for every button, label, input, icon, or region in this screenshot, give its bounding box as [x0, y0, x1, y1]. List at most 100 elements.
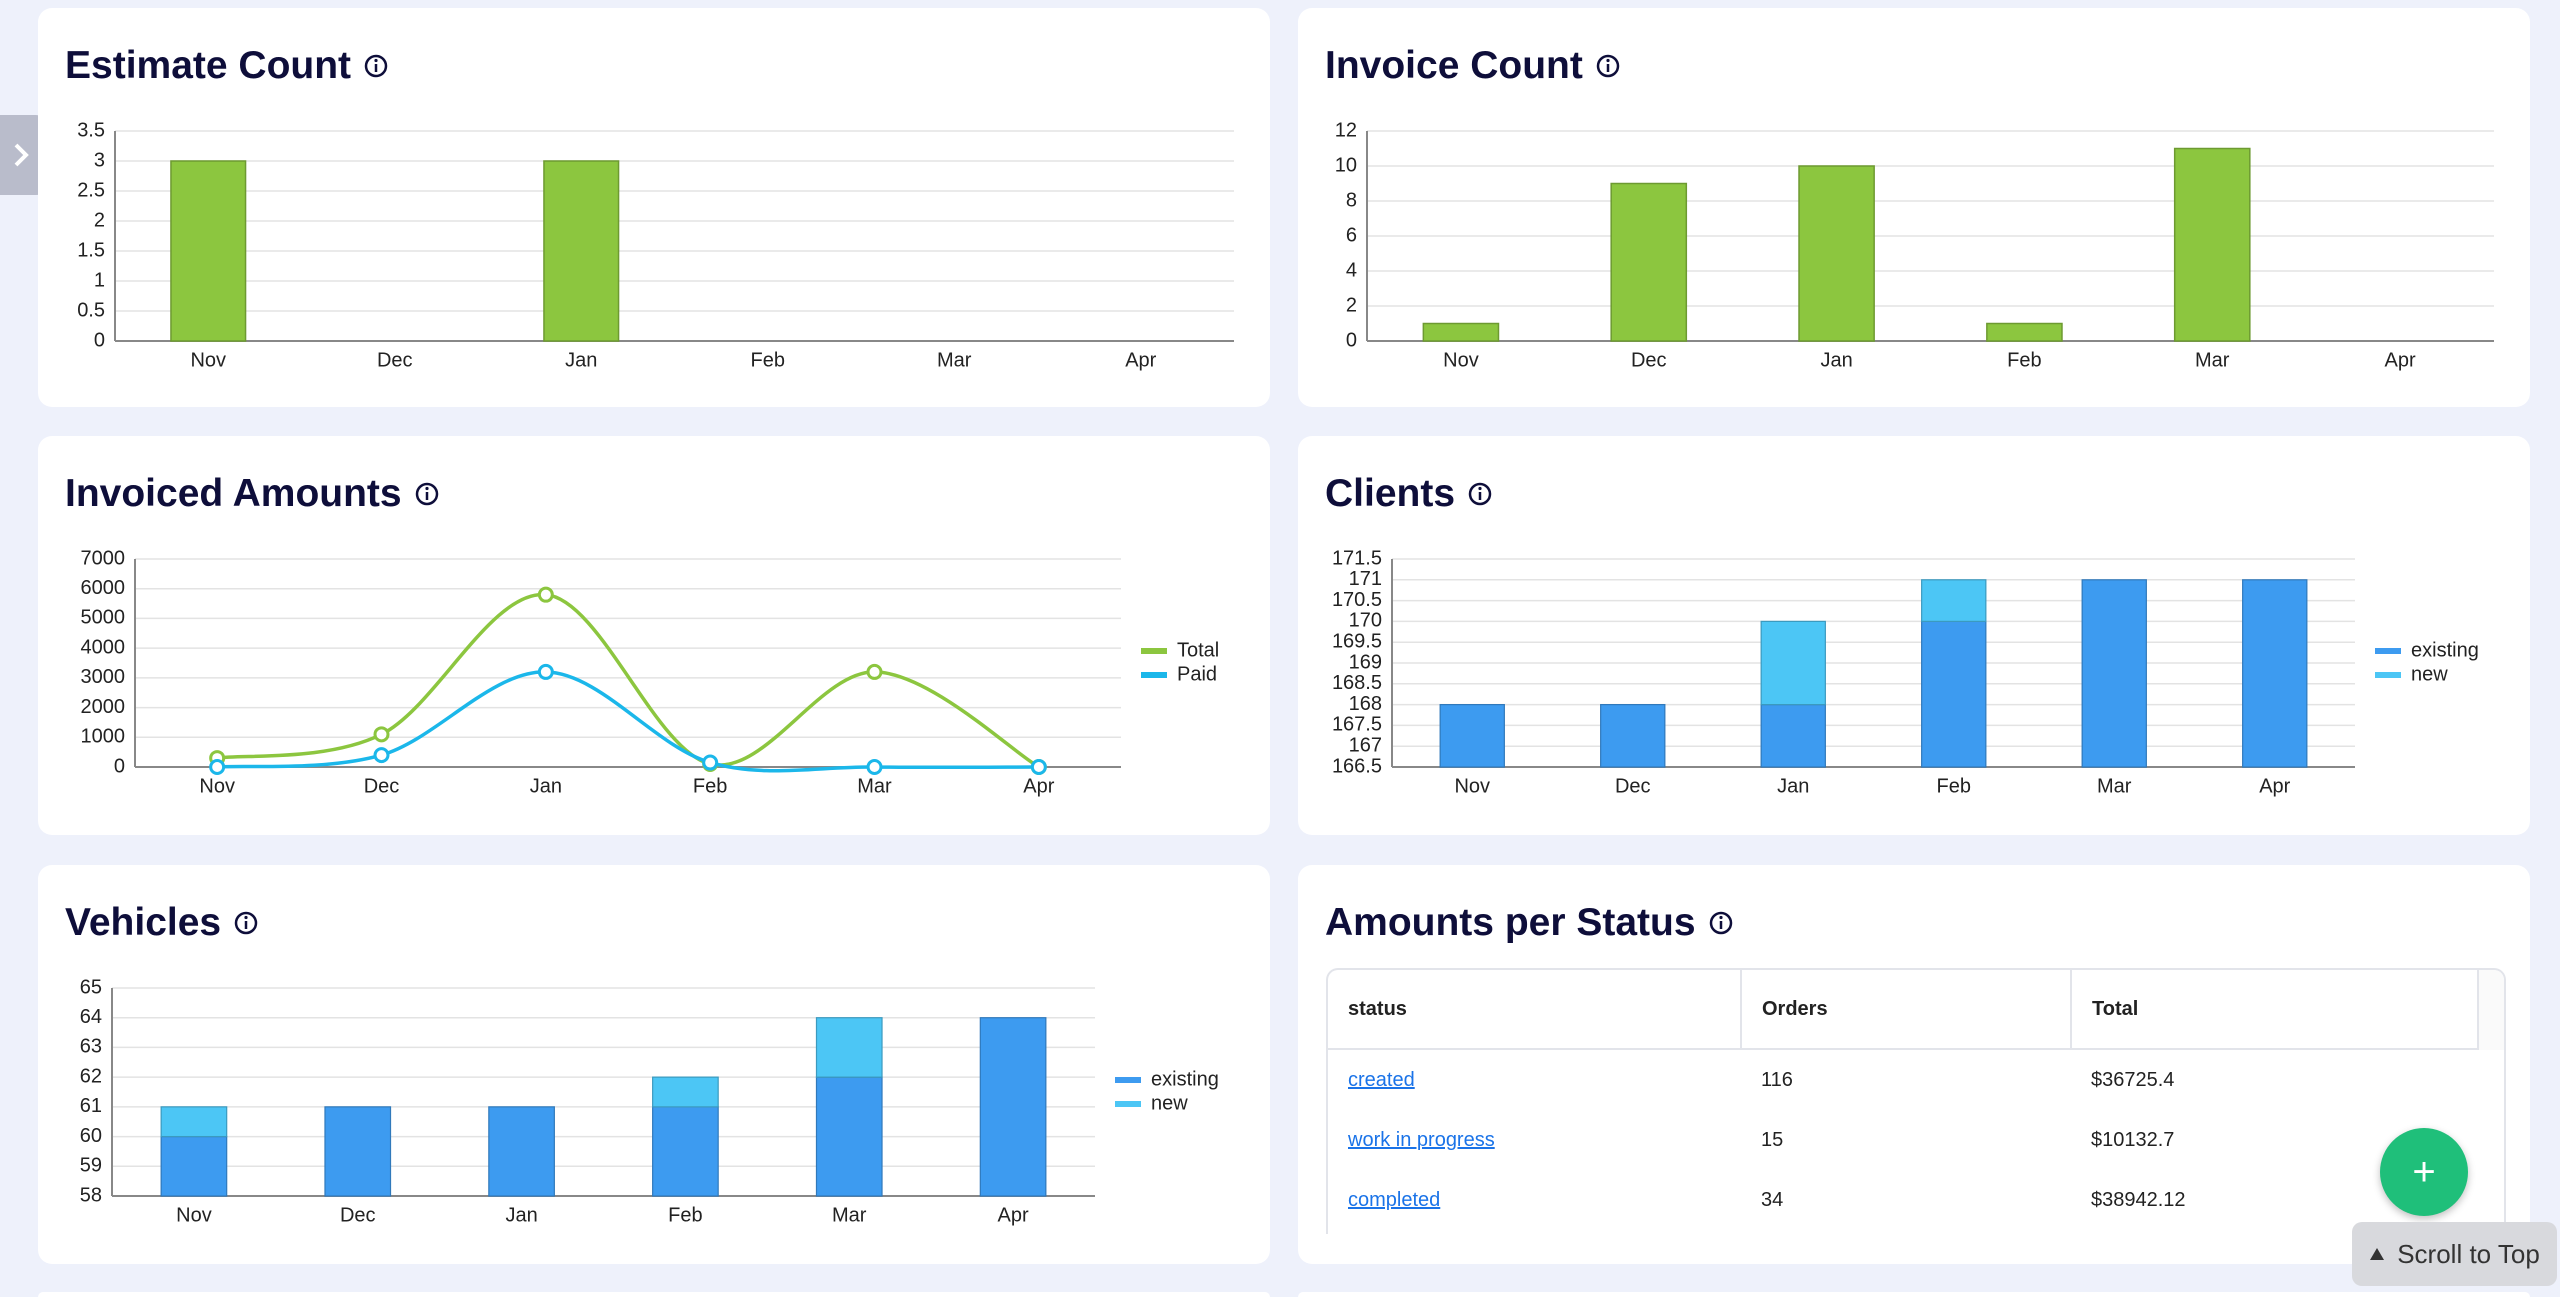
- x-tick-label: Jan: [565, 349, 597, 371]
- scroll-to-top-button[interactable]: Scroll to Top: [2352, 1222, 2557, 1286]
- status-link[interactable]: completed: [1348, 1188, 1441, 1211]
- legend-label: existing: [1151, 1068, 1219, 1090]
- cell: $10132.7: [2091, 1128, 2175, 1151]
- legend-label: Total: [1177, 639, 1219, 661]
- x-tick-label: Jan: [1777, 775, 1809, 797]
- bar-segment: [324, 1106, 392, 1197]
- chart: 58 59 60 61 62 63 64 65 Nov Dec Jan Feb Mar Apr existi…: [80, 976, 1219, 1226]
- y-tick-label: 65: [80, 976, 102, 998]
- scrollbar[interactable]: [2477, 970, 2504, 1050]
- info-icon[interactable]: [1595, 53, 1621, 79]
- x-tick-label: Feb: [1937, 775, 1971, 797]
- status-link[interactable]: work in progress: [1348, 1128, 1495, 1151]
- x-tick-label: Mar: [937, 349, 972, 371]
- y-tick-label: 7000: [81, 547, 126, 569]
- y-tick-label: 3: [94, 149, 105, 171]
- cell: 15: [1761, 1128, 1784, 1151]
- panel: Amounts per Status status Orders Total c…: [1298, 865, 2530, 1264]
- bar-segment: [160, 1135, 228, 1197]
- x-tick-label: Jan: [530, 775, 562, 797]
- add-button[interactable]: +: [2380, 1128, 2468, 1216]
- y-tick-label: 1.5: [77, 239, 105, 261]
- bar: [2173, 147, 2251, 342]
- x-tick-label: Dec: [364, 775, 400, 797]
- y-tick-label: 61: [80, 1095, 102, 1117]
- bar-segment: [1921, 579, 1987, 623]
- y-tick-label: 167: [1349, 734, 1382, 756]
- point: [866, 759, 883, 775]
- status-table: status Orders Total created 116 $36725.4 w…: [1328, 970, 2479, 1230]
- panel: Estimate Count 0 0.5 1 1.5 2 2.5 3 3.5 Nov Dec Jan…: [38, 8, 1270, 407]
- y-tick-label: 3000: [81, 666, 126, 688]
- x-tick-label: Apr: [2259, 775, 2290, 797]
- bar: [1798, 165, 1875, 342]
- bar-segment: [2081, 579, 2147, 768]
- row: completed 34 $38942.12: [1328, 1170, 2478, 1230]
- chart: 0 2 4 6 8 10 12 Nov Dec Jan Feb Mar Apr: [1335, 119, 2494, 371]
- bar-segment: [1760, 620, 1826, 706]
- info-icon[interactable]: [233, 910, 259, 936]
- bar-segment: [1760, 704, 1826, 768]
- title-text: Vehicles: [65, 901, 222, 944]
- legend-label: new: [1151, 1092, 1188, 1114]
- y-tick-label: 169: [1349, 651, 1382, 673]
- cell: completed: [1328, 1170, 1741, 1230]
- x-tick-label: Nov: [190, 349, 226, 371]
- title-text: Invoiced Amounts: [65, 472, 402, 515]
- y-tick-label: 6: [1346, 224, 1357, 246]
- bar-segment: [979, 1017, 1047, 1197]
- x-tick-label: Nov: [1454, 775, 1490, 797]
- point: [373, 747, 390, 764]
- x-tick-label: Dec: [1631, 349, 1667, 371]
- title-text: Estimate Count: [65, 44, 352, 87]
- x-tick-label: Feb: [751, 349, 785, 371]
- cell: $36725.4: [2091, 1068, 2175, 1091]
- y-tick-label: 59: [80, 1155, 102, 1177]
- info-icon[interactable]: [1708, 910, 1734, 936]
- title-text: Clients: [1325, 472, 1456, 515]
- x-tick-label: Feb: [668, 1204, 702, 1226]
- info-icon[interactable]: [1467, 481, 1493, 507]
- point: [373, 726, 390, 743]
- y-tick-label: 6000: [81, 577, 126, 599]
- x-tick-label: Jan: [1820, 349, 1852, 371]
- x-tick-label: Nov: [1443, 349, 1479, 371]
- y-tick-label: 168.5: [1332, 672, 1382, 694]
- info-icon[interactable]: [414, 481, 440, 507]
- y-tick-label: 2: [94, 209, 105, 231]
- y-tick-label: 170.5: [1332, 589, 1382, 611]
- title-text: Amounts per Status: [1325, 901, 1696, 944]
- point: [537, 586, 554, 603]
- column-header: Orders: [1741, 970, 2072, 1050]
- bar: [1422, 322, 1500, 342]
- panel: Clients 166.5 167 167.5 168 168.5 169 169.5 170…: [1298, 436, 2530, 835]
- x-tick-label: Feb: [2007, 349, 2041, 371]
- info-icon[interactable]: [363, 53, 389, 79]
- y-tick-label: 166.5: [1332, 755, 1382, 777]
- panel-title: Clients: [1325, 472, 1493, 516]
- panel: Invoice Count 0 2 4 6 8 10 12 Nov Dec Jan Feb Mar Ap…: [1298, 8, 2530, 407]
- x-tick-label: Mar: [2195, 349, 2230, 371]
- y-tick-label: 167.5: [1332, 714, 1382, 736]
- cell: $38942.12: [2091, 1188, 2186, 1211]
- x-tick-label: Dec: [1615, 775, 1651, 797]
- point: [537, 663, 554, 680]
- x-tick-label: Dec: [340, 1204, 376, 1226]
- bar-segment: [2242, 579, 2308, 768]
- y-tick-label: 2: [1346, 294, 1357, 316]
- y-tick-label: 1000: [81, 726, 126, 748]
- x-tick-label: Mar: [2097, 775, 2132, 797]
- y-tick-label: 62: [80, 1065, 102, 1087]
- y-tick-label: 0.5: [77, 299, 105, 321]
- point: [866, 663, 883, 680]
- bar-segment: [488, 1106, 555, 1197]
- bar: [1986, 322, 2063, 342]
- status-link[interactable]: created: [1348, 1068, 1415, 1091]
- legend-label: new: [2411, 663, 2448, 685]
- y-tick-label: 63: [80, 1036, 102, 1058]
- x-tick-label: Apr: [1023, 775, 1054, 797]
- y-tick-label: 3.5: [77, 119, 105, 141]
- y-tick-label: 171: [1349, 568, 1382, 590]
- column-header: Total: [2071, 970, 2479, 1050]
